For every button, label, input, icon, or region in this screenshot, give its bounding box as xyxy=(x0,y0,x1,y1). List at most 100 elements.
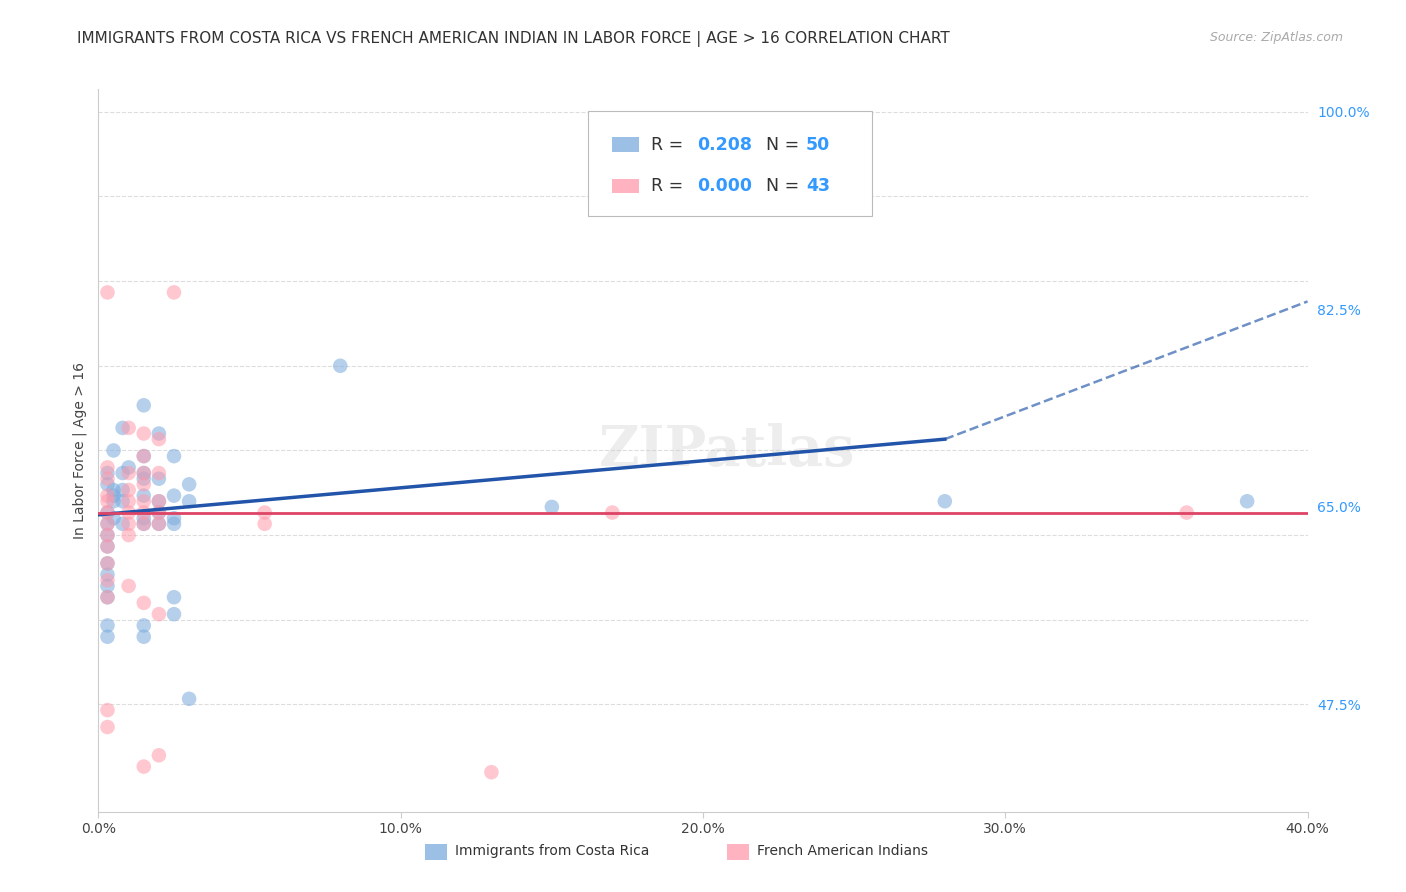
Point xyxy=(132,516,155,531)
Point xyxy=(111,483,134,497)
Point xyxy=(96,516,118,531)
Point xyxy=(96,703,118,717)
Point xyxy=(132,449,155,463)
Text: 43: 43 xyxy=(806,178,830,195)
Point xyxy=(179,494,201,508)
Point xyxy=(934,494,956,508)
Point xyxy=(148,506,170,520)
Text: R =: R = xyxy=(651,136,689,153)
Text: French American Indians: French American Indians xyxy=(758,844,928,858)
Point xyxy=(118,494,141,508)
Text: R =: R = xyxy=(651,178,689,195)
Point xyxy=(1175,506,1198,520)
FancyBboxPatch shape xyxy=(613,179,638,194)
Text: Immigrants from Costa Rica: Immigrants from Costa Rica xyxy=(456,844,650,858)
Point xyxy=(132,630,155,644)
Point xyxy=(103,489,125,503)
Point xyxy=(96,557,118,571)
Point xyxy=(132,449,155,463)
Point xyxy=(253,506,276,520)
Point xyxy=(118,460,141,475)
Point xyxy=(96,591,118,605)
Point xyxy=(148,432,170,446)
Text: ZIPatlas: ZIPatlas xyxy=(599,423,855,478)
FancyBboxPatch shape xyxy=(588,111,872,216)
Point xyxy=(132,426,155,441)
Text: N =: N = xyxy=(755,136,804,153)
Point xyxy=(96,574,118,588)
Point xyxy=(96,285,118,300)
Point xyxy=(111,494,134,508)
Text: Source: ZipAtlas.com: Source: ZipAtlas.com xyxy=(1209,31,1343,45)
Point xyxy=(103,494,125,508)
Point xyxy=(118,483,141,497)
Point xyxy=(148,506,170,520)
Point xyxy=(111,466,134,480)
Point xyxy=(163,489,186,503)
Point xyxy=(148,607,170,622)
Point xyxy=(103,443,125,458)
Point xyxy=(1236,494,1258,508)
Point xyxy=(132,511,155,525)
Text: IMMIGRANTS FROM COSTA RICA VS FRENCH AMERICAN INDIAN IN LABOR FORCE | AGE > 16 C: IMMIGRANTS FROM COSTA RICA VS FRENCH AME… xyxy=(77,31,950,47)
Point xyxy=(132,466,155,480)
Point xyxy=(163,516,186,531)
Point xyxy=(148,426,170,441)
Y-axis label: In Labor Force | Age > 16: In Labor Force | Age > 16 xyxy=(73,362,87,539)
Point xyxy=(96,528,118,542)
FancyBboxPatch shape xyxy=(613,137,638,152)
Point xyxy=(132,472,155,486)
Point xyxy=(96,579,118,593)
Point xyxy=(118,528,141,542)
Point xyxy=(111,421,134,435)
Point xyxy=(96,516,118,531)
Point xyxy=(253,516,276,531)
Point xyxy=(132,489,155,503)
Point xyxy=(163,285,186,300)
Point xyxy=(540,500,562,514)
Point xyxy=(148,516,170,531)
Point xyxy=(132,596,155,610)
Point xyxy=(96,506,118,520)
Point xyxy=(96,494,118,508)
Point xyxy=(96,528,118,542)
FancyBboxPatch shape xyxy=(727,844,749,860)
Point xyxy=(118,579,141,593)
Point xyxy=(118,421,141,435)
Point xyxy=(148,494,170,508)
Point xyxy=(163,591,186,605)
Point xyxy=(103,483,125,497)
Point xyxy=(132,759,155,773)
Point xyxy=(96,489,118,503)
Point xyxy=(148,472,170,486)
Point xyxy=(132,506,155,520)
Point xyxy=(96,460,118,475)
Point xyxy=(96,630,118,644)
Point xyxy=(132,618,155,632)
Point xyxy=(132,477,155,491)
Point xyxy=(602,506,624,520)
Point xyxy=(148,494,170,508)
Point xyxy=(179,477,201,491)
Point xyxy=(96,591,118,605)
Point xyxy=(132,494,155,508)
Point xyxy=(163,511,186,525)
Text: 0.000: 0.000 xyxy=(697,178,752,195)
Point xyxy=(96,477,118,491)
Point xyxy=(481,765,503,780)
Point xyxy=(96,472,118,486)
Text: 0.208: 0.208 xyxy=(697,136,752,153)
Point xyxy=(163,607,186,622)
Text: 50: 50 xyxy=(806,136,830,153)
Text: N =: N = xyxy=(755,178,804,195)
Point xyxy=(132,516,155,531)
Point xyxy=(148,466,170,480)
Point xyxy=(96,506,118,520)
Point xyxy=(96,567,118,582)
Point xyxy=(329,359,352,373)
Point xyxy=(148,748,170,763)
Point xyxy=(163,449,186,463)
Point xyxy=(96,540,118,554)
Point xyxy=(96,557,118,571)
Point xyxy=(118,466,141,480)
